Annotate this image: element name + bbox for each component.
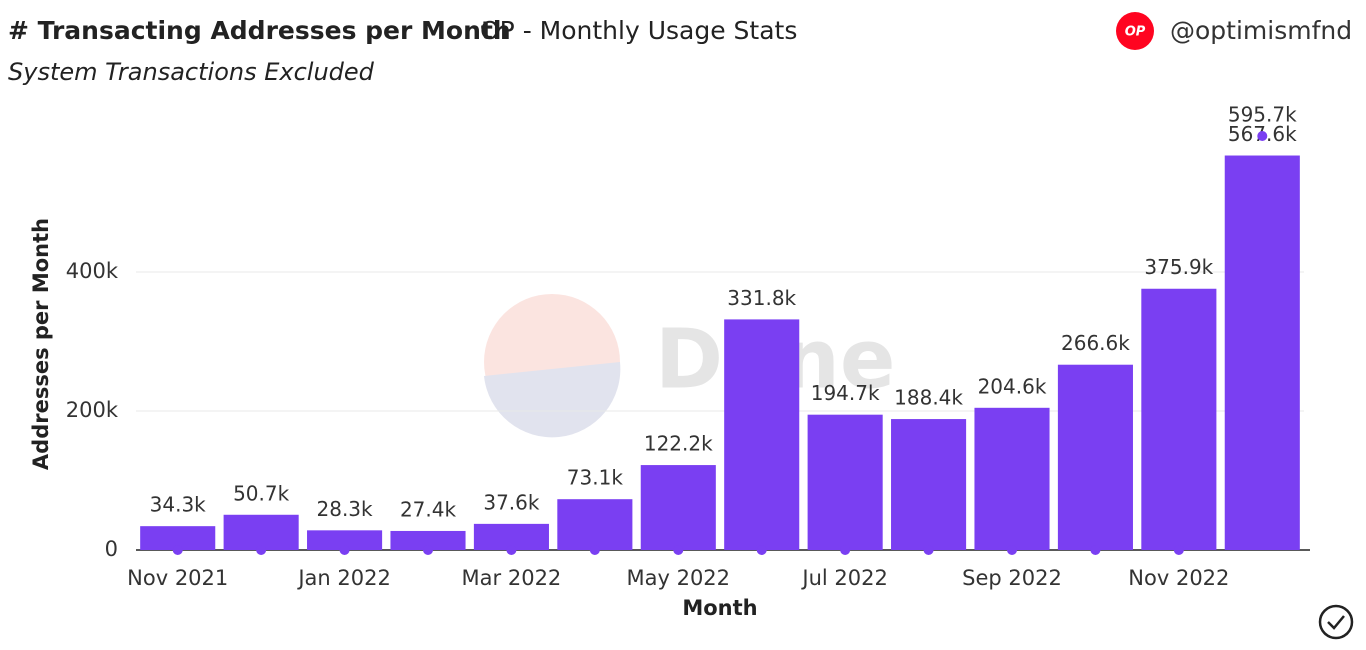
point <box>339 545 350 555</box>
subtitle: OP - Monthly Usage Stats <box>480 16 797 45</box>
bar <box>140 526 216 550</box>
bar <box>1224 155 1300 550</box>
x-axis-label: Month <box>682 596 757 620</box>
point <box>923 545 934 555</box>
bar <box>1141 288 1217 550</box>
x-tick-label: May 2022 <box>627 566 731 590</box>
bar <box>891 419 967 550</box>
account: @optimismfnd <box>1170 16 1352 45</box>
logo: OP <box>1125 25 1146 40</box>
point <box>756 545 767 555</box>
x-tick-label: Jul 2022 <box>800 566 887 590</box>
x-tick-label: Jan 2022 <box>296 566 391 590</box>
bar <box>307 530 383 550</box>
bar <box>807 414 883 550</box>
value-label: 27.4k <box>400 497 457 521</box>
bar <box>557 499 633 550</box>
bar <box>1057 364 1133 550</box>
point <box>1173 545 1184 555</box>
bar <box>223 514 299 550</box>
value-label: 34.3k <box>150 493 207 517</box>
chart-title: # Transacting Addresses per Month <box>8 16 511 45</box>
check-mark[interactable] <box>1327 615 1345 630</box>
y-tick-label: 200k <box>66 398 119 422</box>
point <box>840 545 851 555</box>
value-label: 204.6k <box>978 374 1047 398</box>
x-tick-label: Mar 2022 <box>462 566 562 590</box>
point <box>1257 130 1268 141</box>
value-label: 375.9k <box>1144 255 1213 279</box>
y-tick-label: 400k <box>66 259 119 283</box>
value-label: 73.1k <box>567 466 624 490</box>
watermark-shape <box>484 362 621 438</box>
point <box>589 545 600 555</box>
point <box>256 545 267 555</box>
x-tick-label: Nov 2021 <box>127 566 228 590</box>
bar <box>390 530 466 550</box>
point <box>1007 545 1017 555</box>
value-label: 194.7k <box>811 381 880 405</box>
note: System Transactions Excluded <box>8 58 375 86</box>
value-label: 37.6k <box>483 490 540 514</box>
value-label: 331.8k <box>727 286 796 310</box>
check-circle[interactable] <box>1318 604 1354 640</box>
value-label: 50.7k <box>233 481 290 505</box>
watermark-circle <box>484 294 620 430</box>
y-tick-label: 0 <box>105 537 118 561</box>
point <box>673 545 684 555</box>
bar <box>724 319 800 550</box>
point <box>423 545 433 555</box>
value-label: 188.4k <box>894 386 963 410</box>
value-label: 122.2k <box>644 432 713 456</box>
x-tick-label: Sep 2022 <box>962 566 1062 590</box>
point <box>506 545 517 555</box>
value-label: 266.6k <box>1061 331 1130 355</box>
bar <box>640 465 716 550</box>
check-icon[interactable] <box>1318 604 1354 640</box>
bar <box>974 407 1050 550</box>
point <box>172 545 183 555</box>
value-label: 595.7k <box>1228 102 1297 126</box>
value-label: 28.3k <box>317 497 374 521</box>
y-axis-label: Addresses per Month <box>29 218 53 470</box>
logo-circle <box>1116 12 1154 50</box>
x-tick-label: Nov 2022 <box>1128 566 1229 590</box>
point <box>1090 545 1101 555</box>
